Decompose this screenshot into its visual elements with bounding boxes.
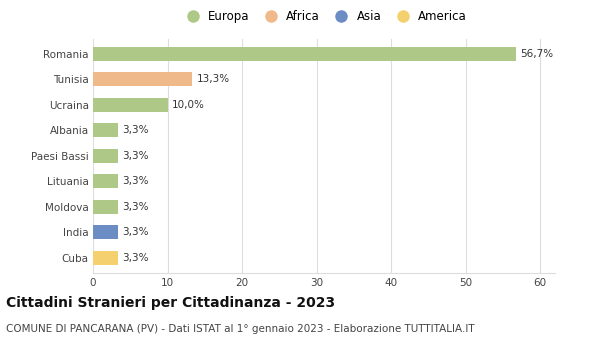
Text: 3,3%: 3,3% xyxy=(122,253,149,263)
Text: 3,3%: 3,3% xyxy=(122,227,149,237)
Bar xyxy=(93,47,515,61)
Bar xyxy=(93,123,118,137)
Bar xyxy=(93,149,118,163)
Text: 3,3%: 3,3% xyxy=(122,176,149,186)
Text: COMUNE DI PANCARANA (PV) - Dati ISTAT al 1° gennaio 2023 - Elaborazione TUTTITAL: COMUNE DI PANCARANA (PV) - Dati ISTAT al… xyxy=(6,324,475,334)
Bar xyxy=(93,251,118,265)
Legend: Europa, Africa, Asia, America: Europa, Africa, Asia, America xyxy=(176,6,472,28)
Text: 10,0%: 10,0% xyxy=(172,100,205,110)
Bar xyxy=(93,72,192,86)
Text: 13,3%: 13,3% xyxy=(197,74,230,84)
Bar xyxy=(93,200,118,214)
Bar xyxy=(93,174,118,188)
Bar xyxy=(93,225,118,239)
Text: Cittadini Stranieri per Cittadinanza - 2023: Cittadini Stranieri per Cittadinanza - 2… xyxy=(6,296,335,310)
Text: 56,7%: 56,7% xyxy=(520,49,553,59)
Bar xyxy=(93,98,167,112)
Text: 3,3%: 3,3% xyxy=(122,151,149,161)
Text: 3,3%: 3,3% xyxy=(122,202,149,212)
Text: 3,3%: 3,3% xyxy=(122,125,149,135)
